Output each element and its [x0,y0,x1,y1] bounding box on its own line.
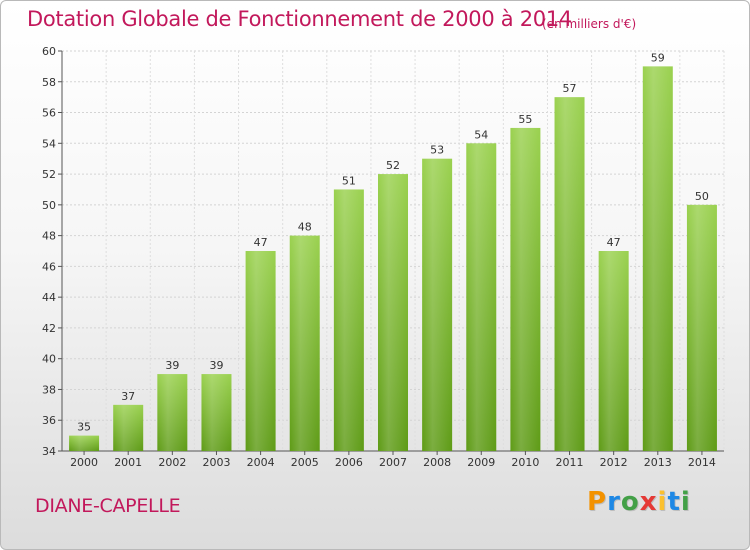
x-tick-label: 2010 [511,456,539,469]
logo-letter: t [667,487,681,517]
y-tick-label: 40 [42,353,56,366]
logo-letter: P [587,487,608,517]
logo-letter: i [657,487,668,517]
value-label: 59 [651,51,665,64]
x-tick-label: 2009 [467,456,495,469]
y-tick-label: 54 [42,137,56,150]
x-tick-label: 2013 [644,456,672,469]
logo-letter: i [680,487,691,517]
x-tick-label: 2004 [247,456,275,469]
value-label: 37 [121,390,135,403]
y-tick-label: 52 [42,168,56,181]
y-tick-labels: 34 36 38 40 42 44 46 48 50 52 54 56 58 60 [42,45,56,458]
bar-highlight [113,404,144,451]
value-label: 39 [209,359,223,372]
logo-letter: o [620,487,640,517]
logo-letter: x [639,487,658,517]
value-label: 57 [563,82,577,95]
y-tick-label: 60 [42,45,56,58]
x-tick-label: 2002 [158,456,186,469]
bar-highlight [69,435,100,451]
x-tick-label: 2007 [379,456,407,469]
y-tick-label: 58 [42,76,56,89]
x-tick-label: 2001 [114,456,142,469]
value-label: 39 [165,359,179,372]
y-tick-label: 46 [42,260,56,273]
x-tick-labels: 2000 2001 2002 2003 2004 2005 2006 2007 2008 2009… [70,456,716,469]
value-label: 54 [474,128,488,141]
bar-highlight [686,204,717,451]
x-tick-label: 2014 [688,456,716,469]
bar-highlight [289,235,320,451]
bar-highlight [642,66,673,451]
value-label: 51 [342,174,356,187]
bars [69,66,717,452]
y-tick-label: 48 [42,230,56,243]
x-tick-label: 2005 [291,456,319,469]
value-label: 47 [607,236,621,249]
bar-highlight [466,143,497,452]
bar-highlight [510,127,541,451]
bar-highlight [201,374,232,451]
chart-title: Dotation Globale de Fonctionnement de 20… [27,7,572,31]
bar-highlight [554,97,585,452]
x-tick-label: 2011 [556,456,584,469]
bar-highlight [378,174,408,452]
x-tick-label: 2008 [423,456,451,469]
y-tick-label: 42 [42,322,56,335]
x-tick-label: 2012 [600,456,628,469]
bar-highlight [598,251,629,451]
value-label: 55 [518,113,532,126]
y-tick-label: 38 [42,383,56,396]
y-tick-label: 56 [42,107,56,120]
y-tick-label: 44 [42,291,56,304]
x-tick-label: 2000 [70,456,98,469]
value-label: 50 [695,190,709,203]
bar-highlight [333,189,364,451]
x-tick-label: 2006 [335,456,363,469]
bar-highlight [245,251,276,451]
y-tick-label: 36 [42,414,56,427]
bar-highlight [157,374,188,451]
x-tick-label: 2003 [202,456,230,469]
bar-highlight [422,158,453,451]
y-tick-label: 34 [42,445,56,458]
value-label: 35 [77,421,91,434]
value-label: 48 [298,221,312,234]
y-tick-label: 50 [42,199,56,212]
chart-subtitle: (en milliers d'€) [542,17,637,31]
value-label: 53 [430,144,444,157]
logo-letter: r [607,487,621,517]
proxiti-logo: Proxiti [587,487,691,517]
commune-name: DIANE-CAPELLE [35,495,181,517]
value-label: 52 [386,159,400,172]
value-labels: 35 37 39 39 47 48 51 52 53 54 55 57 47 59 50 [77,51,709,433]
value-label: 47 [254,236,268,249]
